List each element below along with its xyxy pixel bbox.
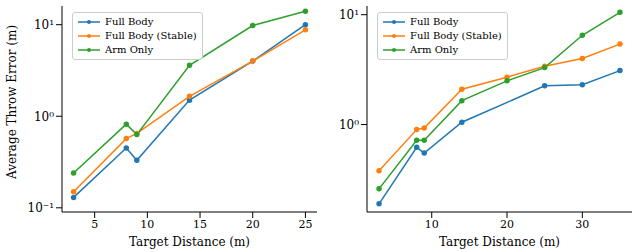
svg-text:Average Throw Error (m): Average Throw Error (m): [8, 25, 19, 180]
svg-text:10⁰: 10⁰: [339, 118, 359, 132]
svg-text:10: 10: [140, 218, 154, 231]
svg-text:10⁰: 10⁰: [34, 110, 54, 124]
svg-text:Target Distance (m): Target Distance (m): [439, 235, 560, 249]
svg-text:10: 10: [425, 218, 439, 231]
html-text:Full Body (Stable): Full Body (Stable): [410, 30, 502, 41]
svg-text:5: 5: [91, 218, 98, 231]
svg-text:20: 20: [500, 218, 514, 231]
svg-text:10¹: 10¹: [34, 18, 54, 32]
svg-text:30: 30: [575, 218, 589, 231]
html-text:Arm Only: Arm Only: [410, 44, 459, 55]
svg-text:10¹: 10¹: [339, 8, 359, 22]
html-text:Full Body: Full Body: [410, 16, 459, 27]
html-text:Full Body (Stable): Full Body (Stable): [105, 30, 197, 41]
html-text:Full Body: Full Body: [105, 16, 154, 27]
svg-text:10⁻¹: 10⁻¹: [28, 201, 54, 215]
svg-text:Target Distance (m): Target Distance (m): [129, 235, 250, 249]
svg-text:20: 20: [246, 218, 260, 231]
svg-text:25: 25: [298, 218, 312, 231]
html-text:Arm Only: Arm Only: [105, 44, 154, 55]
svg-text:15: 15: [193, 218, 207, 231]
